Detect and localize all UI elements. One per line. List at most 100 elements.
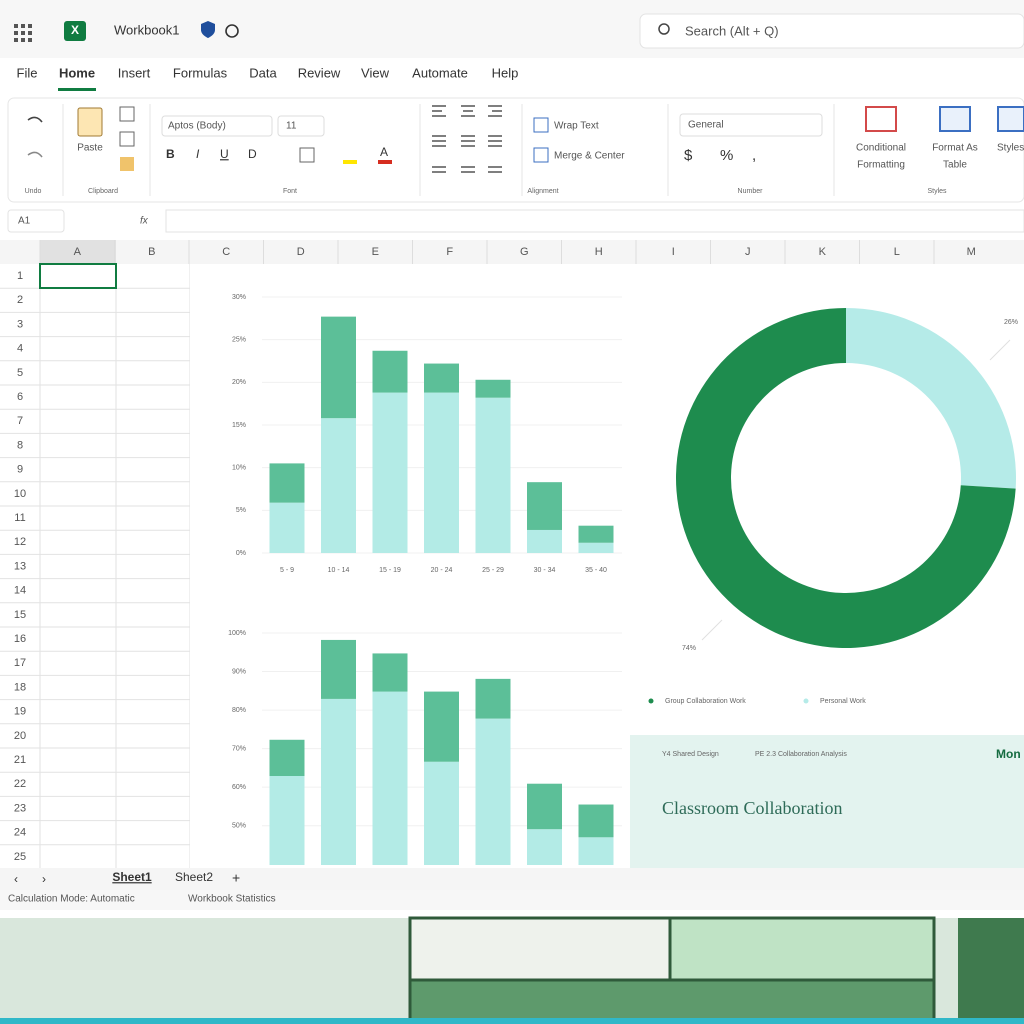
row-header[interactable]: 3 — [17, 318, 23, 330]
row-header[interactable]: 11 — [14, 512, 25, 524]
legend-label[interactable]: Group Collaboration Work — [665, 698, 746, 705]
ribbon-tab[interactable]: File — [17, 65, 38, 80]
ribbon-tab[interactable]: View — [361, 65, 390, 80]
y-tick-label: 70% — [232, 745, 246, 752]
next-sheet[interactable]: › — [42, 872, 46, 886]
row-header[interactable]: 24 — [14, 827, 26, 839]
ribbon-tab[interactable]: Data — [249, 65, 277, 80]
bar-segment — [578, 542, 614, 553]
column-header[interactable]: F — [446, 246, 453, 258]
ribbon-group-labels: Undo Clipboard Font Alignment Number Styles — [25, 188, 947, 195]
conditional-label-2[interactable]: Formatting — [857, 160, 905, 171]
legend-label[interactable]: Personal Work — [820, 698, 866, 705]
bg-edge — [0, 1018, 1024, 1024]
panel-tag-right: PE 2.3 Collaboration Analysis — [755, 751, 847, 758]
name-box[interactable] — [7, 209, 65, 233]
row-header[interactable]: 13 — [14, 560, 26, 572]
autosave-icon[interactable] — [225, 24, 239, 38]
status-item[interactable]: Calculation Mode: Automatic — [8, 894, 135, 905]
undo-button[interactable] — [27, 116, 43, 123]
ribbon-tab[interactable]: Insert — [118, 65, 151, 80]
row-header[interactable]: 16 — [14, 633, 26, 645]
format-table-label-1[interactable]: Format As — [932, 143, 978, 154]
column-header[interactable]: M — [967, 246, 976, 258]
row-header[interactable]: 22 — [14, 778, 26, 790]
format-painter[interactable] — [120, 157, 134, 171]
ribbon-tab[interactable]: Formulas — [173, 65, 228, 80]
row-header[interactable]: 19 — [14, 706, 26, 718]
column-header[interactable]: E — [372, 246, 379, 258]
panel-tag-left: Y4 Shared Design — [662, 751, 719, 758]
status-item[interactable]: Workbook Statistics — [188, 894, 276, 905]
bar-segment — [527, 829, 562, 865]
sensitivity-icon[interactable] — [201, 21, 215, 38]
wrap-text-button[interactable]: Wrap Text — [554, 121, 599, 132]
number-format-dropdown[interactable] — [679, 113, 823, 137]
column-header[interactable]: B — [148, 246, 155, 258]
prev-sheet[interactable]: ‹ — [14, 872, 18, 886]
row-header[interactable]: 15 — [14, 609, 26, 621]
paste-button[interactable] — [77, 107, 103, 137]
row-header[interactable]: 12 — [14, 536, 26, 548]
column-header[interactable]: A — [74, 246, 82, 258]
row-header[interactable]: 6 — [17, 391, 23, 403]
cut-button[interactable] — [119, 106, 135, 122]
row-header[interactable]: 18 — [14, 681, 26, 693]
column-header[interactable]: K — [819, 246, 827, 258]
formula-input[interactable] — [165, 209, 1024, 233]
row-header[interactable]: 14 — [14, 585, 26, 597]
column-header[interactable]: C — [222, 246, 230, 258]
search-box[interactable] — [639, 13, 1024, 49]
column-header[interactable]: J — [745, 246, 751, 258]
row-header[interactable]: 2 — [17, 294, 23, 306]
y-tick-label: 80% — [232, 707, 246, 714]
row-header[interactable]: 25 — [14, 851, 26, 863]
font-size-dropdown[interactable] — [277, 115, 325, 137]
ribbon-tab[interactable]: Home — [59, 65, 95, 80]
row-header[interactable]: 17 — [14, 657, 26, 669]
ribbon-tab[interactable]: Automate — [412, 65, 468, 80]
row-header[interactable]: 1 — [17, 270, 23, 282]
row-header[interactable]: 20 — [14, 730, 26, 742]
search-placeholder[interactable]: Search (Alt + Q) — [685, 23, 779, 38]
format-table-icon — [939, 106, 971, 132]
column-header[interactable]: D — [297, 246, 305, 258]
alignment-buttons[interactable] — [432, 105, 502, 173]
row-header[interactable]: 8 — [17, 439, 23, 451]
conditional-label-1[interactable]: Conditional — [856, 143, 906, 154]
ribbon-tab[interactable]: Help — [492, 65, 519, 80]
row-header[interactable]: 4 — [17, 343, 23, 355]
bar-segment — [372, 350, 408, 393]
name-box-value: A1 — [18, 216, 31, 227]
column-header[interactable]: L — [894, 246, 900, 258]
sheet-tab[interactable]: Sheet1 — [112, 870, 152, 884]
x-tick-label: 5 - 9 — [280, 567, 294, 574]
add-sheet[interactable]: + — [232, 870, 240, 886]
column-header[interactable]: H — [595, 246, 603, 258]
row-header[interactable]: 23 — [14, 802, 26, 814]
row-header[interactable]: 10 — [14, 488, 26, 500]
x-tick-label: 35 - 40 — [585, 567, 607, 574]
number-format: General — [688, 120, 724, 131]
row-header[interactable]: 5 — [17, 367, 23, 379]
fx-button[interactable]: fx — [140, 216, 149, 227]
font-dropdown[interactable] — [161, 115, 273, 137]
app-launcher[interactable] — [14, 24, 32, 42]
column-header[interactable]: I — [672, 246, 675, 258]
redo-button[interactable] — [27, 151, 43, 158]
copy-button[interactable] — [119, 131, 135, 147]
styles-button[interactable]: Styles — [997, 143, 1024, 154]
active-cell[interactable] — [39, 263, 117, 289]
donut-slice — [846, 308, 1016, 489]
column-header[interactable]: G — [520, 246, 529, 258]
sheet-tab[interactable]: Sheet2 — [175, 870, 213, 884]
row-header[interactable]: 21 — [14, 754, 26, 766]
merge-button[interactable]: Merge & Center — [554, 151, 625, 162]
workbook-title[interactable]: Workbook1 — [114, 22, 180, 37]
row-header[interactable]: 7 — [17, 415, 23, 427]
format-table-label-2[interactable]: Table — [943, 160, 967, 171]
row-header[interactable]: 9 — [17, 464, 23, 476]
number-buttons[interactable]: $%, — [684, 147, 756, 164]
ribbon-tab[interactable]: Review — [298, 65, 341, 80]
